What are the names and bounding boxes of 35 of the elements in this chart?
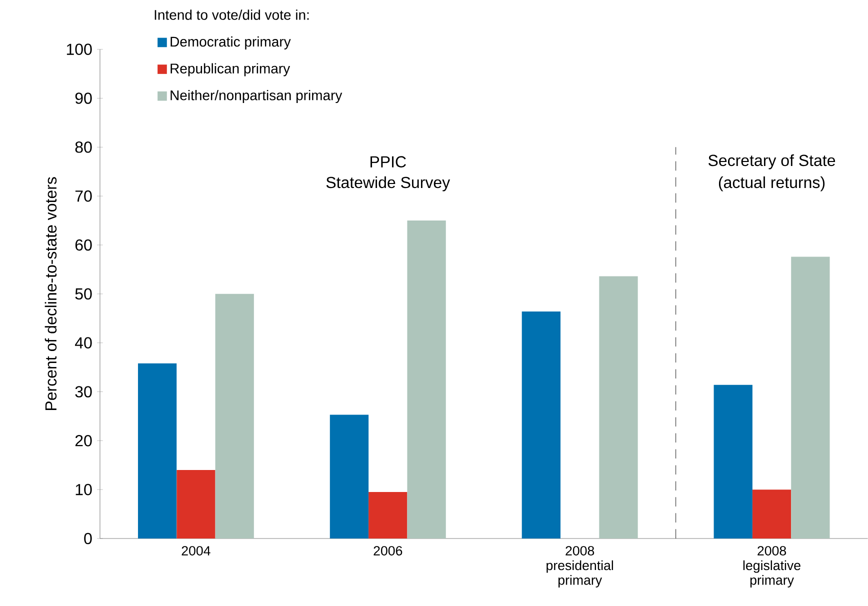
y-tick-label: 60 [75,239,92,250]
annotation: Statewide Survey [326,176,450,192]
y-tick-label: 90 [75,92,92,104]
y-tick-label: 30 [75,386,92,398]
annotation: Secretary of State [708,154,836,170]
y-tick-label: 0 [84,532,92,544]
bar [599,276,638,538]
y-tick-label: 80 [75,141,92,153]
y-tick-label: 100 [66,43,92,55]
x-tick-label: 2004 [182,546,210,556]
annotation: (actual returns) [718,176,825,192]
bar [138,363,177,538]
legend-label: Democratic primary [170,36,291,50]
bar [522,311,560,538]
legend-label: Neither/nonpartisan primary [170,90,342,103]
bar [407,220,446,538]
y-tick-label: 50 [75,288,92,300]
bar [176,470,216,538]
x-tick-label: 2006 [374,546,402,556]
bar [330,414,369,538]
legend-label: Republican primary [170,62,290,76]
bar [215,294,254,538]
y-tick-label: 10 [76,484,92,496]
x-tick-label: 2008 presidential primary [546,546,614,588]
y-tick-label: 70 [75,190,92,202]
y-tick-label: 20 [75,434,92,446]
bar [752,489,792,538]
bar [714,384,752,538]
legend-title: Intend to vote/did vote in: [154,9,309,20]
bar [791,256,830,538]
annotation: PPIC [370,156,406,168]
x-tick-label: 2008 legislative primary [743,546,800,588]
y-tick-label: 40 [75,336,92,348]
y-axis-title: Percent of decline-to-state voters [44,176,57,410]
bar [368,492,408,538]
